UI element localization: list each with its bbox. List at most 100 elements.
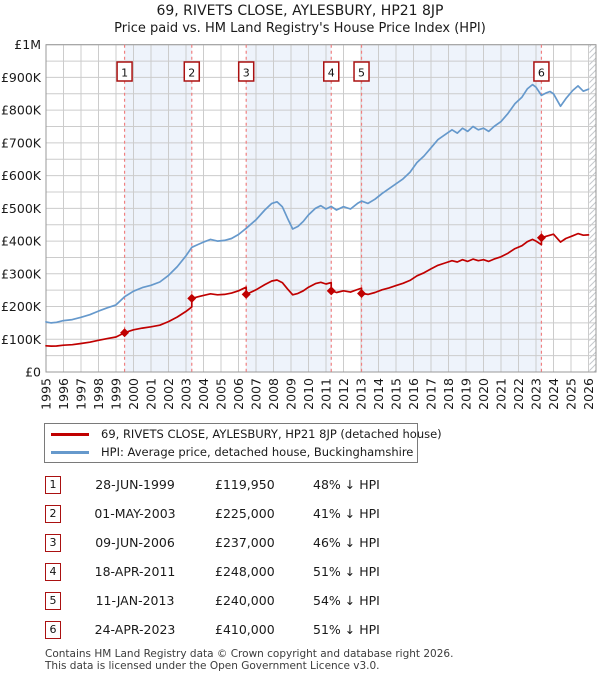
x-axis-tick-label: 2017 xyxy=(424,378,439,410)
x-axis-tick-label: 1997 xyxy=(74,378,89,410)
x-axis-tick-label: 1999 xyxy=(109,378,124,410)
y-axis-tick-label: £600K xyxy=(1,168,42,183)
x-axis-tick-label: 2022 xyxy=(511,378,526,410)
sale-number-badge: 4 xyxy=(45,563,61,581)
sale-date: 09-JUN-2006 xyxy=(95,535,175,550)
x-axis-tick-label: 2015 xyxy=(389,378,404,410)
sale-price: £119,950 xyxy=(215,477,275,492)
x-axis-tick-label: 2003 xyxy=(179,378,194,410)
sale-number-badge: 5 xyxy=(45,592,61,610)
sale-point-diamond xyxy=(326,286,336,296)
legend-row-property: 69, RIVETS CLOSE, AYLESBURY, HP21 8JP (d… xyxy=(45,427,442,442)
sale-price: £240,000 xyxy=(215,593,275,608)
sale-vs-hpi: 46% ↓ HPI xyxy=(313,535,380,550)
sale-vs-hpi: 51% ↓ HPI xyxy=(313,622,380,637)
sale-marker-box xyxy=(237,61,255,82)
x-axis-tick-label: 2013 xyxy=(354,378,369,410)
y-axis-tick-label: £1M xyxy=(14,37,41,52)
x-axis-tick-label: 2009 xyxy=(284,378,299,410)
sale-point-diamond xyxy=(120,328,130,338)
sale-point-diamond xyxy=(187,293,197,303)
x-axis-tick-label: 2019 xyxy=(459,378,474,410)
hpi-series-line xyxy=(45,83,590,324)
table-row: 4 18-APR-2011 £248,000 51% ↓ HPI xyxy=(0,563,600,583)
x-axis-tick-label: 2006 xyxy=(231,378,246,410)
y-axis-tick-label: £700K xyxy=(1,135,42,150)
table-row: 2 01-MAY-2003 £225,000 41% ↓ HPI xyxy=(0,505,600,525)
x-axis-tick-label: 2008 xyxy=(266,378,281,410)
sale-date: 24-APR-2023 xyxy=(94,622,176,637)
x-axis-tick-label: 2025 xyxy=(564,378,579,410)
sale-price: £237,000 xyxy=(215,535,275,550)
sale-vs-hpi: 51% ↓ HPI xyxy=(313,564,380,579)
x-axis-tick-label: 2005 xyxy=(214,378,229,410)
page-subtitle: Price paid vs. HM Land Registry's House … xyxy=(114,21,486,36)
legend-label: HPI: Average price, detached house, Buck… xyxy=(101,445,414,459)
sale-date: 11-JAN-2013 xyxy=(95,593,175,608)
sale-price: £248,000 xyxy=(215,564,275,579)
sale-marker-number: 6 xyxy=(538,67,545,80)
x-axis-tick-label: 2016 xyxy=(406,378,421,410)
sale-number-badge: 2 xyxy=(45,505,61,523)
x-axis-tick-label: 2007 xyxy=(249,378,264,410)
x-axis-tick-label: 2010 xyxy=(301,378,316,410)
sale-marker-number: 4 xyxy=(328,67,335,80)
table-row: 5 11-JAN-2013 £240,000 54% ↓ HPI xyxy=(0,592,600,612)
sale-marker-number: 1 xyxy=(121,67,128,80)
x-axis-tick-label: 2023 xyxy=(529,378,544,410)
x-axis-tick-label: 2024 xyxy=(546,378,561,410)
x-axis-tick-label: 2021 xyxy=(494,378,509,410)
price-chart: 1 2 3 4 5 6 £0 £100K £200K £300K £400K £500K £600K £7… xyxy=(1,37,597,410)
y-axis-tick-label: £0 xyxy=(25,365,41,380)
x-axis-tick-label: 2001 xyxy=(144,378,159,410)
y-axis-tick-label: £400K xyxy=(1,234,42,249)
x-axis-tick-label: 2004 xyxy=(196,378,211,410)
table-row: 1 28-JUN-1999 £119,950 48% ↓ HPI xyxy=(0,476,600,496)
sale-number-badge: 3 xyxy=(45,534,61,552)
sale-marker-box xyxy=(533,61,550,82)
sale-marker-box xyxy=(353,61,370,82)
y-axis-tick-label: £300K xyxy=(1,266,42,281)
y-axis-tick-label: £500K xyxy=(1,201,42,216)
x-axis-tick-label: 2011 xyxy=(319,378,334,410)
property-line-swatch xyxy=(51,432,89,436)
y-axis-tick-label: £100K xyxy=(1,332,42,347)
y-axis-tick-label: £800K xyxy=(1,103,42,118)
x-axis-tick-label: 1996 xyxy=(56,378,71,410)
sale-price: £410,000 xyxy=(215,622,275,637)
sale-vs-hpi: 48% ↓ HPI xyxy=(313,477,380,492)
sale-vs-hpi: 41% ↓ HPI xyxy=(313,506,380,521)
chart-legend: 69, RIVETS CLOSE, AYLESBURY, HP21 8JP (d… xyxy=(44,423,442,463)
legend-row-hpi: HPI: Average price, detached house, Buck… xyxy=(45,445,417,460)
x-axis-tick-label: 2026 xyxy=(581,378,596,410)
sale-point-diamond xyxy=(536,233,546,243)
sale-date: 18-APR-2011 xyxy=(94,564,176,579)
sale-marker-number: 2 xyxy=(188,67,195,80)
hpi-line-swatch xyxy=(51,450,89,454)
sale-vs-hpi: 54% ↓ HPI xyxy=(313,593,380,608)
table-row: 6 24-APR-2023 £410,000 51% ↓ HPI xyxy=(0,621,600,641)
sale-marker-box xyxy=(183,61,201,82)
license-line-2: This data is licensed under the Open Gov… xyxy=(45,659,380,672)
license-line-1: Contains HM Land Registry data © Crown c… xyxy=(45,648,454,660)
sale-point-diamond xyxy=(357,288,367,298)
x-axis-tick-label: 2018 xyxy=(441,378,456,410)
sale-marker-number: 5 xyxy=(358,67,365,80)
table-row: 3 09-JUN-2006 £237,000 46% ↓ HPI xyxy=(0,534,600,554)
x-axis-tick-label: 2014 xyxy=(371,378,386,410)
property-series-line xyxy=(45,232,590,347)
legend-label: 69, RIVETS CLOSE, AYLESBURY, HP21 8JP (d… xyxy=(101,427,442,441)
sale-number-badge: 6 xyxy=(45,621,61,639)
y-axis-tick-label: £900K xyxy=(1,70,42,85)
sale-number-badge: 1 xyxy=(45,476,61,494)
sale-marker-box xyxy=(323,61,340,82)
x-axis-tick-label: 2012 xyxy=(336,378,351,410)
x-axis-tick-label: 2020 xyxy=(476,378,491,410)
sale-marker-box xyxy=(116,61,133,82)
sale-point-diamond xyxy=(241,289,251,299)
sale-date: 01-MAY-2003 xyxy=(94,506,176,521)
sale-marker-number: 3 xyxy=(243,67,250,80)
x-axis-tick-label: 1998 xyxy=(91,378,106,410)
x-axis-tick-label: 2002 xyxy=(161,378,176,410)
